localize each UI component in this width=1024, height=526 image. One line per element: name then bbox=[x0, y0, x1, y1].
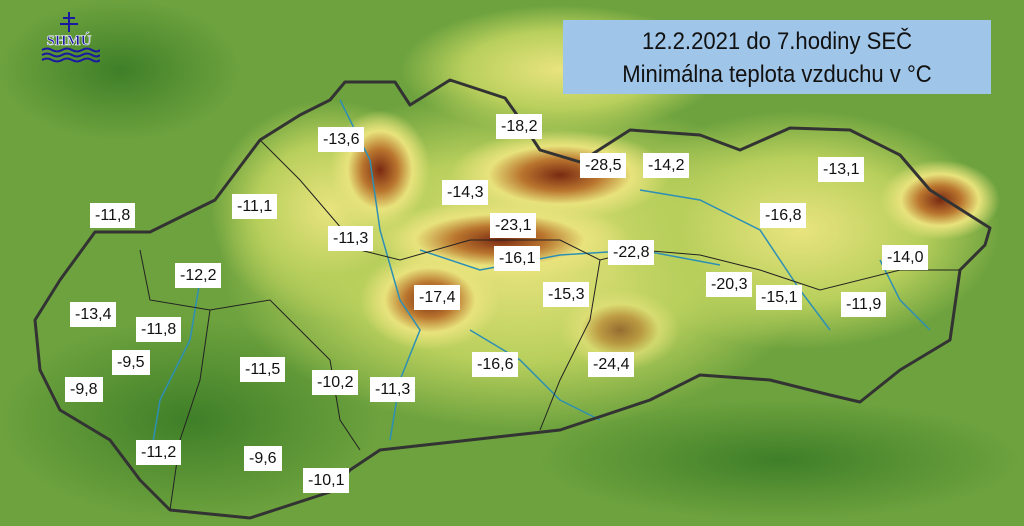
station-temperature-label: -11,8 bbox=[90, 203, 136, 228]
station-temperature-label: -23,1 bbox=[490, 213, 537, 238]
station-temperature-label: -28,5 bbox=[580, 153, 627, 178]
station-temperature-label: -9,5 bbox=[112, 350, 150, 375]
station-temperature-label: -11,2 bbox=[136, 440, 182, 465]
station-temperature-label: -10,1 bbox=[303, 468, 350, 493]
station-temperature-label: -11,1 bbox=[232, 194, 278, 219]
station-temperature-label: -9,8 bbox=[65, 377, 103, 402]
station-temperature-label: -14,0 bbox=[882, 245, 929, 270]
station-temperature-label: -14,2 bbox=[643, 153, 690, 178]
station-temperature-label: -22,8 bbox=[608, 240, 655, 265]
station-temperature-label: -9,6 bbox=[244, 446, 282, 471]
station-temperature-label: -13,1 bbox=[818, 157, 865, 182]
station-temperature-label: -11,3 bbox=[370, 377, 416, 402]
station-temperature-label: -11,3 bbox=[328, 226, 374, 251]
station-temperature-label: -16,6 bbox=[472, 352, 519, 377]
station-temperature-label: -11,9 bbox=[841, 292, 887, 317]
rivers bbox=[149, 99, 931, 461]
title-date: 12.2.2021 do 7.hodiny SEČ bbox=[641, 28, 913, 55]
station-temperature-label: -15,3 bbox=[543, 282, 590, 307]
station-temperature-label: -16,1 bbox=[494, 246, 541, 271]
station-temperature-label: -10,2 bbox=[312, 370, 359, 395]
station-temperature-label: -12,2 bbox=[175, 263, 222, 288]
station-temperature-label: -20,3 bbox=[706, 272, 753, 297]
title-box: 12.2.2021 do 7.hodiny SEČ Minimálna tepl… bbox=[563, 20, 991, 94]
station-temperature-label: -13,6 bbox=[318, 127, 365, 152]
station-temperature-label: -16,8 bbox=[760, 203, 807, 228]
station-temperature-label: -15,1 bbox=[756, 285, 803, 310]
station-temperature-label: -18,2 bbox=[496, 114, 543, 139]
station-temperature-label: -24,4 bbox=[588, 352, 635, 377]
shmu-logo: SHMÚ bbox=[38, 12, 101, 66]
svg-text:SHMÚ: SHMÚ bbox=[47, 32, 92, 49]
station-temperature-label: -17,4 bbox=[414, 285, 461, 310]
station-temperature-label: -13,4 bbox=[70, 302, 117, 327]
station-temperature-label: -11,8 bbox=[136, 317, 182, 342]
station-temperature-label: -14,3 bbox=[442, 180, 489, 205]
title-subject: Minimálna teplota vzduchu v °C bbox=[622, 61, 932, 88]
station-temperature-label: -11,5 bbox=[240, 357, 286, 382]
